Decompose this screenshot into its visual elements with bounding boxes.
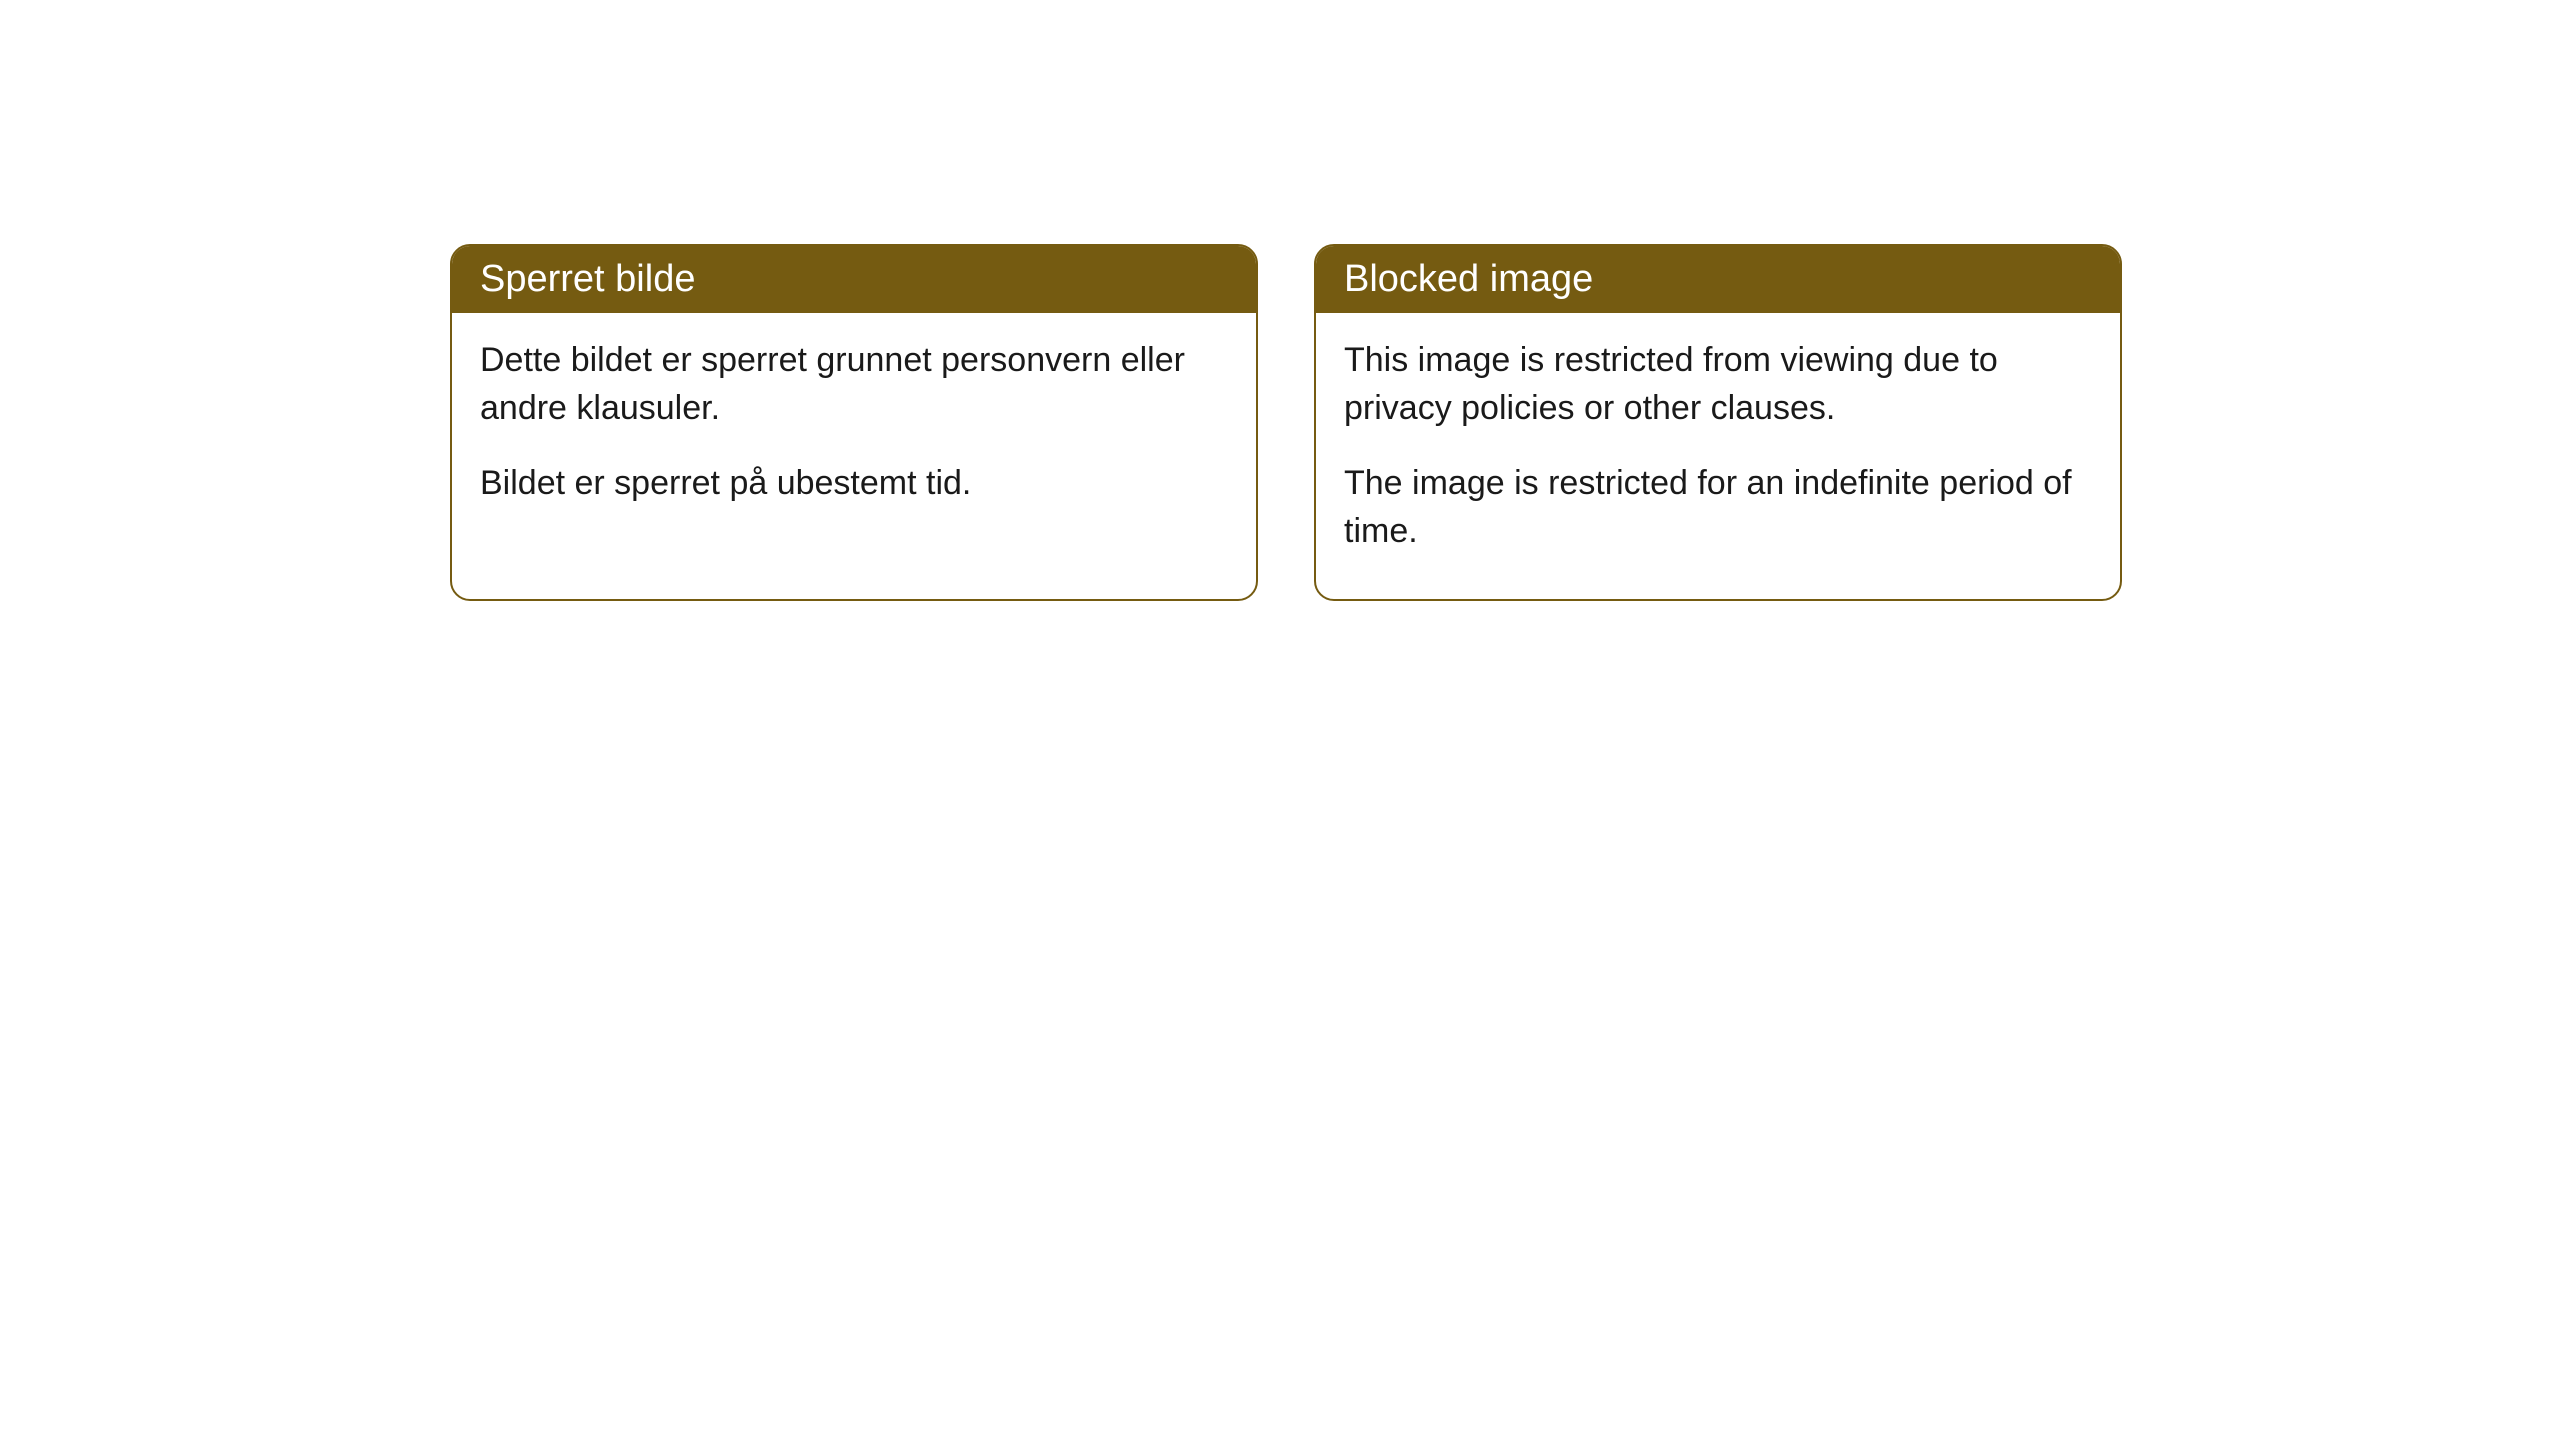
card-paragraph-1: Dette bildet er sperret grunnet personve… xyxy=(480,337,1228,432)
card-paragraph-1: This image is restricted from viewing du… xyxy=(1344,337,2092,432)
card-header-norwegian: Sperret bilde xyxy=(452,246,1256,313)
card-paragraph-2: Bildet er sperret på ubestemt tid. xyxy=(480,460,1228,508)
card-header-english: Blocked image xyxy=(1316,246,2120,313)
card-paragraph-2: The image is restricted for an indefinit… xyxy=(1344,460,2092,555)
card-body-norwegian: Dette bildet er sperret grunnet personve… xyxy=(452,313,1256,552)
cards-container: Sperret bilde Dette bildet er sperret gr… xyxy=(0,0,2560,601)
blocked-image-card-english: Blocked image This image is restricted f… xyxy=(1314,244,2122,601)
blocked-image-card-norwegian: Sperret bilde Dette bildet er sperret gr… xyxy=(450,244,1258,601)
card-body-english: This image is restricted from viewing du… xyxy=(1316,313,2120,599)
